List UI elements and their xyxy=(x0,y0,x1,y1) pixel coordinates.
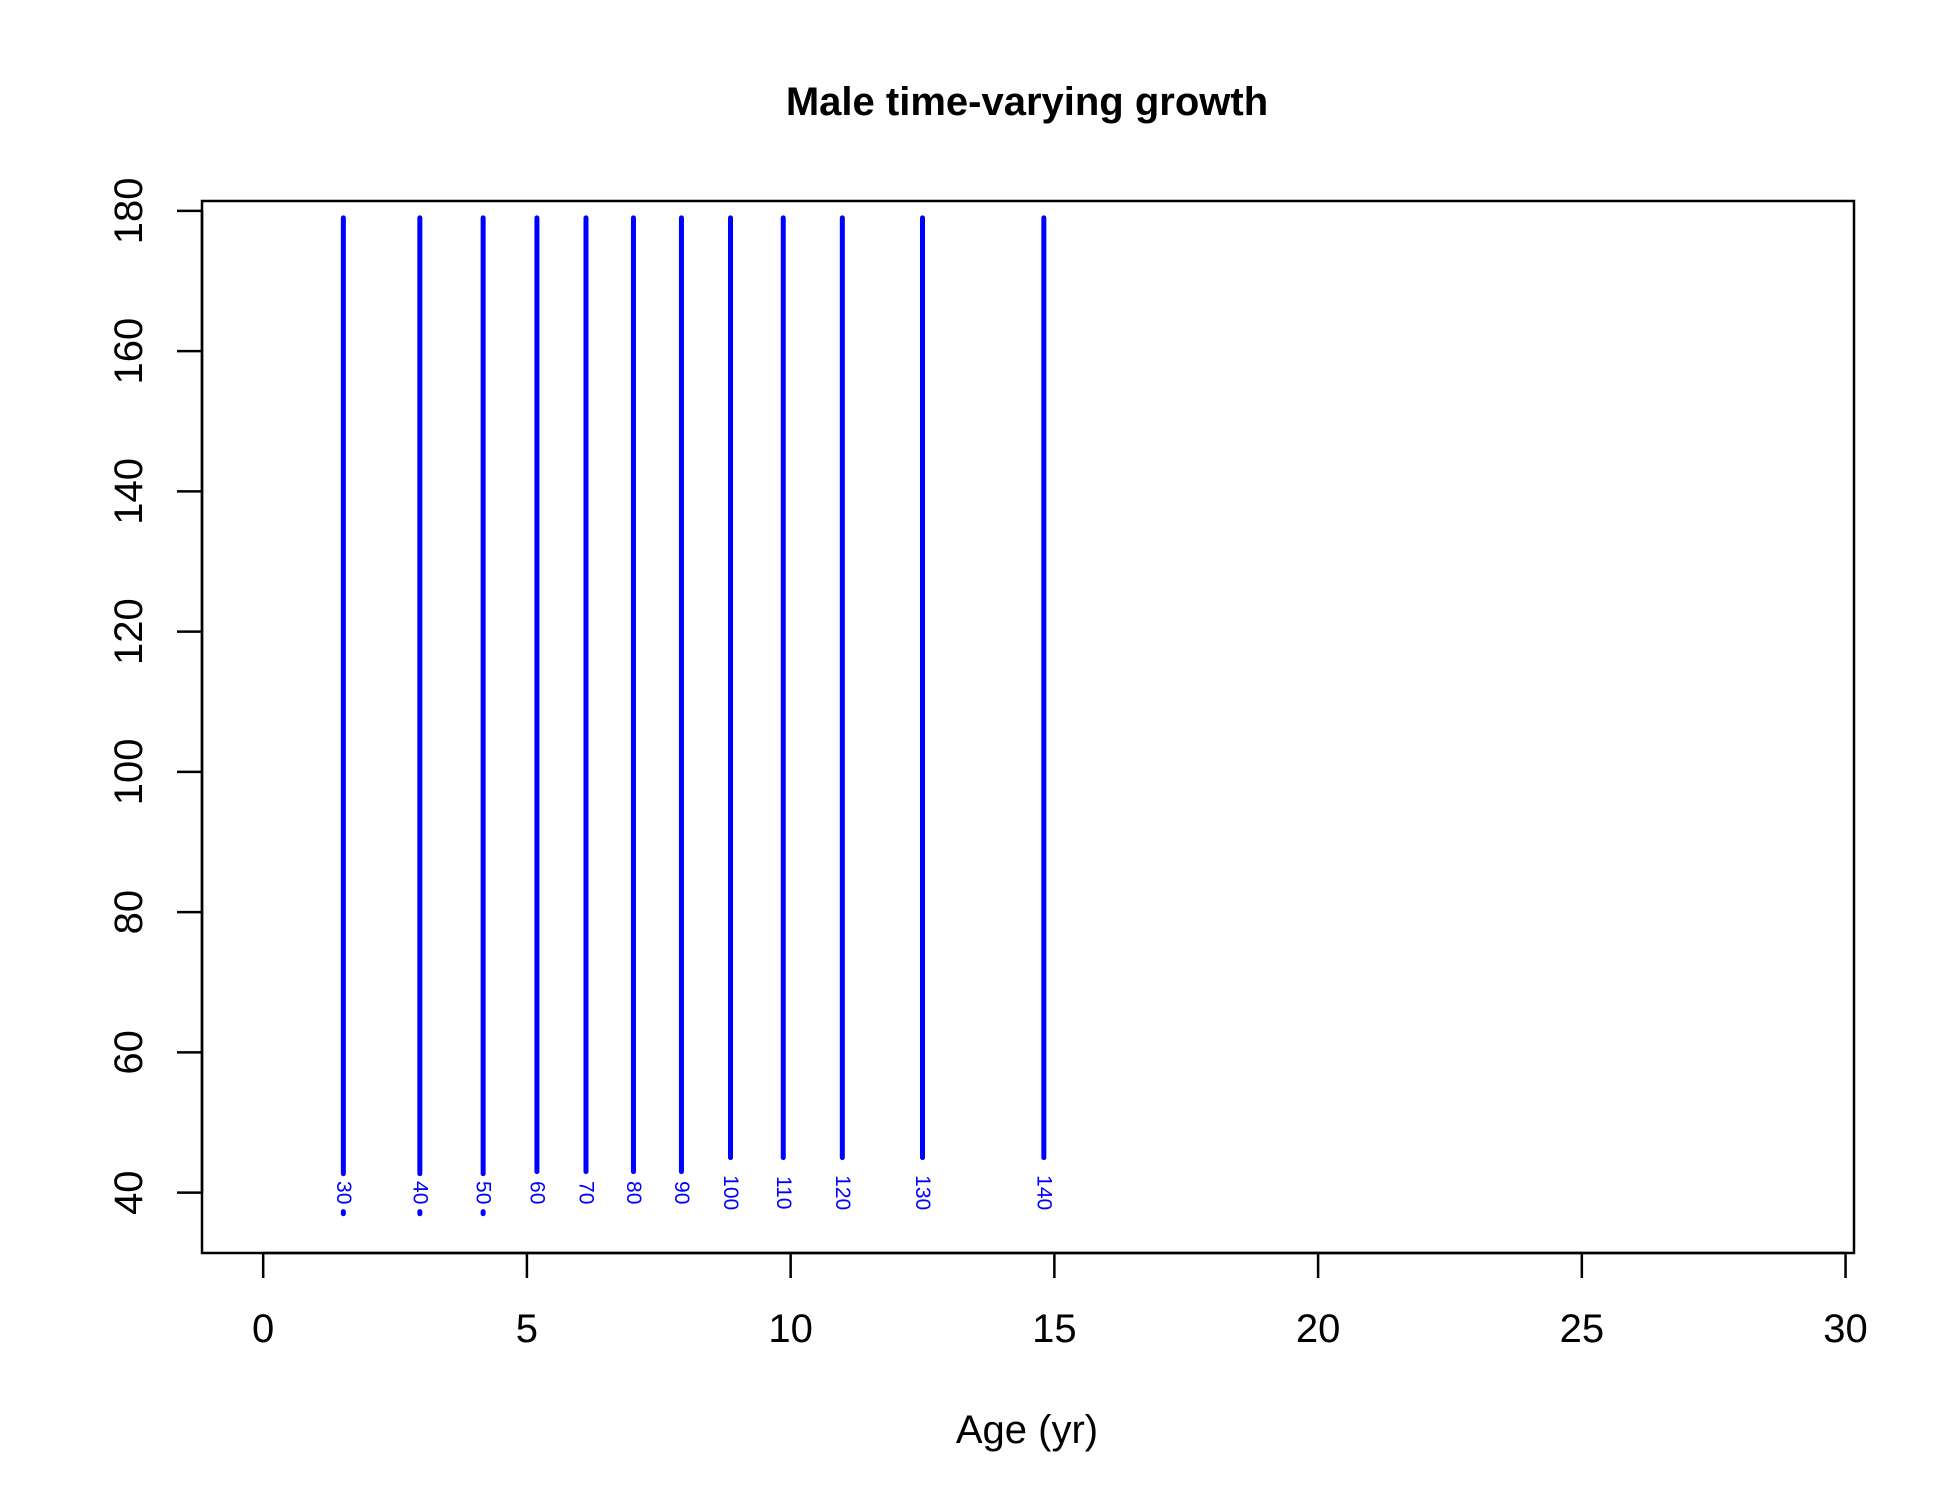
x-tick-label: 20 xyxy=(1296,1307,1341,1351)
y-tick-label: 160 xyxy=(107,318,151,385)
contour-label-90: 90 xyxy=(670,1181,693,1204)
x-tick-label: 25 xyxy=(1560,1307,1605,1351)
x-tick-label: 10 xyxy=(768,1307,813,1351)
contour-label-120: 120 xyxy=(831,1175,854,1210)
y-tick-label: 80 xyxy=(107,890,151,935)
contour-label-130: 130 xyxy=(911,1175,934,1210)
contour-label-80: 80 xyxy=(622,1181,645,1204)
contour-label-140: 140 xyxy=(1032,1175,1055,1210)
x-axis: 0 5 10 15 20 25 30 xyxy=(252,1251,1868,1351)
contour-label-50: 50 xyxy=(472,1181,495,1204)
x-tick-label: 30 xyxy=(1823,1307,1868,1351)
y-tick-label: 40 xyxy=(107,1170,151,1215)
y-axis: 40 60 80 100 120 140 160 180 xyxy=(107,177,204,1215)
contour-label-30: 30 xyxy=(332,1181,355,1204)
y-tick-label: 100 xyxy=(107,739,151,806)
contour-label-70: 70 xyxy=(574,1181,597,1204)
chart-title: Male time-varying growth xyxy=(786,80,1268,124)
y-tick-label: 120 xyxy=(107,598,151,665)
contour-label-60: 60 xyxy=(525,1181,548,1204)
x-tick-label: 15 xyxy=(1032,1307,1077,1351)
contour-labels: 30 40 50 60 70 80 90 100 110 120 130 140 xyxy=(332,1175,1055,1210)
series-group xyxy=(340,215,1047,1217)
y-tick-label: 140 xyxy=(107,458,151,525)
x-axis-label: Age (yr) xyxy=(956,1408,1098,1452)
contour-label-40: 40 xyxy=(408,1181,431,1204)
contour-label-110: 110 xyxy=(772,1176,795,1209)
x-tick-label: 0 xyxy=(252,1307,274,1351)
contour-label-100: 100 xyxy=(719,1175,742,1210)
x-tick-label: 5 xyxy=(516,1307,538,1351)
y-tick-label: 180 xyxy=(107,177,151,244)
y-tick-label: 60 xyxy=(107,1030,151,1075)
